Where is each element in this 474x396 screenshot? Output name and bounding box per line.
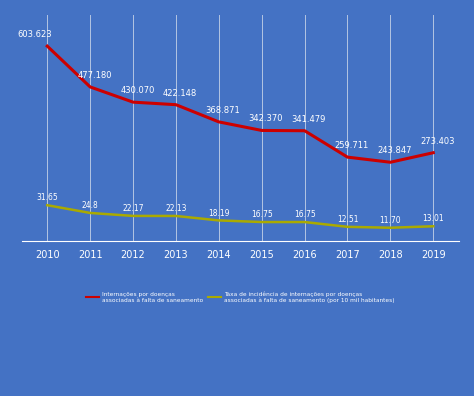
Text: 422.148: 422.148 — [163, 89, 197, 97]
Text: 31.65: 31.65 — [36, 193, 58, 202]
Text: 477.180: 477.180 — [77, 71, 112, 80]
Legend: Internações por doenças
associadas à falta de saneamento, Taxa de incidência de : Internações por doenças associadas à fal… — [84, 289, 397, 306]
Text: 12.51: 12.51 — [337, 215, 358, 224]
Text: 430.070: 430.070 — [120, 86, 155, 95]
Text: 16.75: 16.75 — [294, 210, 316, 219]
Text: 243.847: 243.847 — [377, 146, 412, 155]
Text: 11.70: 11.70 — [380, 216, 401, 225]
Text: 341.479: 341.479 — [292, 114, 326, 124]
Text: 13.01: 13.01 — [422, 215, 444, 223]
Text: 22.13: 22.13 — [165, 204, 187, 213]
Text: 368.871: 368.871 — [206, 106, 240, 115]
Text: 273.403: 273.403 — [420, 137, 455, 146]
Text: 342.370: 342.370 — [249, 114, 283, 123]
Text: 16.75: 16.75 — [251, 210, 273, 219]
Text: 603.623: 603.623 — [17, 30, 52, 39]
Text: 259.711: 259.711 — [335, 141, 369, 150]
Text: 22.17: 22.17 — [122, 204, 144, 213]
Text: 18.19: 18.19 — [208, 209, 229, 217]
Text: 24.8: 24.8 — [82, 201, 99, 210]
